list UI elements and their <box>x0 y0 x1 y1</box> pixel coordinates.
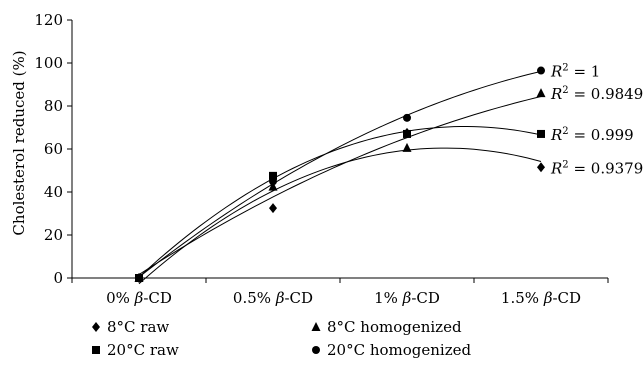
trend-curve <box>138 96 542 275</box>
r-squared-label: R2 = 1 <box>550 63 600 81</box>
data-markers <box>134 66 546 283</box>
trend-curve <box>138 147 542 285</box>
triangle-marker <box>268 181 278 191</box>
x-tick-label: 1.5% β-CD <box>501 289 581 307</box>
legend-item: 8°C homogenized <box>311 318 462 336</box>
trend-curves <box>138 70 542 285</box>
circle-marker <box>312 346 320 354</box>
y-tick-label: 120 <box>34 11 63 29</box>
trend-curve <box>138 70 542 278</box>
r-squared-label: R2 = 0.9849 <box>550 85 643 103</box>
square-marker <box>92 346 100 354</box>
triangle-marker <box>402 142 412 152</box>
square-marker <box>403 129 411 138</box>
triangle-marker <box>536 88 546 98</box>
y-axis-label: Cholesterol reduced (%) <box>10 50 28 235</box>
trend-curve <box>138 126 542 278</box>
y-tick-label: 60 <box>44 140 63 158</box>
legend-item: 20°C raw <box>92 341 179 359</box>
x-tick-label: 0.5% β-CD <box>233 289 313 307</box>
y-tick-label: 80 <box>44 97 63 115</box>
y-tick-label: 100 <box>34 54 63 72</box>
x-tick-label: 0% β-CD <box>106 289 172 307</box>
r-squared-labels: R2 = 0.9379 R2 = 0.9849 R2 = 0.999 R2 = 1 <box>550 63 643 178</box>
diamond-marker <box>92 322 100 332</box>
circle-marker <box>269 177 277 186</box>
square-marker <box>537 129 545 138</box>
y-tick-label: 0 <box>53 269 63 287</box>
legend-label: 20°C raw <box>107 341 179 359</box>
x-tick-label: 1% β-CD <box>374 289 440 307</box>
diamond-marker <box>537 162 545 173</box>
legend-label: 8°C homogenized <box>327 318 462 336</box>
axes: 0 20 40 60 80 100 120 0% β-CD 0.5% β-CD 1% β-CD 1.… <box>34 11 609 307</box>
legend-item: 8°C raw <box>92 318 169 336</box>
legend-item: 20°C homogenized <box>312 341 471 359</box>
circle-marker <box>403 113 411 122</box>
legend-label: 20°C homogenized <box>327 341 471 359</box>
legend: 8°C raw 8°C homogenized 20°C raw 20°C homog… <box>92 318 471 359</box>
y-tick-label: 20 <box>44 226 63 244</box>
circle-marker <box>537 66 545 75</box>
square-marker <box>269 171 277 180</box>
r-squared-label: R2 = 0.999 <box>550 126 634 144</box>
r-squared-label: R2 = 0.9379 <box>550 159 643 177</box>
y-tick-label: 40 <box>44 183 63 201</box>
legend-label: 8°C raw <box>107 318 169 336</box>
circle-marker <box>135 274 143 282</box>
diamond-marker <box>269 203 277 214</box>
triangle-marker <box>311 322 321 331</box>
